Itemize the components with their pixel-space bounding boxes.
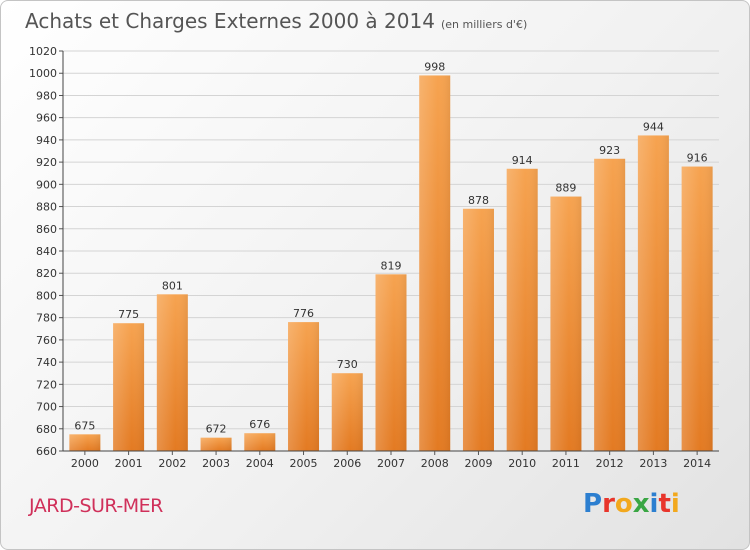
x-tick-label: 2011 — [552, 457, 580, 470]
bar-shade — [331, 373, 363, 451]
bar-shade — [244, 433, 276, 451]
x-tick-labels: 2000 2001 2002 2003 2004 2005 2006 2007 2008 2009… — [71, 457, 711, 470]
axes — [62, 51, 719, 455]
y-tick-label: 940 — [36, 134, 57, 147]
data-label: 944 — [643, 120, 664, 133]
y-tick-label: 700 — [36, 401, 57, 414]
chart-title: Achats et Charges Externes 2000 à 2014 — [25, 9, 435, 33]
x-tick-label: 2000 — [71, 457, 99, 470]
y-tick-label: 760 — [36, 334, 57, 347]
bar-shade — [113, 323, 145, 451]
bar-shade — [288, 322, 320, 451]
data-label: 672 — [206, 423, 227, 436]
bar-shade — [156, 294, 188, 451]
data-label: 889 — [555, 182, 576, 195]
bar-shade — [200, 437, 232, 451]
data-label: 730 — [337, 358, 358, 371]
x-tick-label: 2002 — [158, 457, 186, 470]
logo-letter: i — [649, 489, 659, 519]
chart-title-block: Achats et Charges Externes 2000 à 2014 (e… — [25, 9, 527, 33]
y-tick-label: 820 — [36, 267, 57, 280]
y-tick-label: 740 — [36, 356, 57, 369]
data-label: 914 — [512, 154, 533, 167]
y-tick-label: 780 — [36, 312, 57, 325]
data-label: 916 — [687, 152, 708, 165]
x-tick-label: 2013 — [639, 457, 667, 470]
y-tick-label: 720 — [36, 378, 57, 391]
x-tick-label: 2012 — [596, 457, 624, 470]
x-tick-label: 2004 — [246, 457, 274, 470]
data-label: 923 — [599, 144, 620, 157]
x-tick-label: 2003 — [202, 457, 230, 470]
y-tick-label: 860 — [36, 223, 57, 236]
logo-letter: i — [670, 489, 680, 519]
data-label: 676 — [249, 418, 270, 431]
x-tick-label: 2014 — [683, 457, 711, 470]
logo-letter: P — [583, 489, 603, 519]
data-label: 775 — [118, 308, 139, 321]
logo-letter: x — [632, 489, 650, 519]
logo-letter: o — [614, 489, 633, 519]
y-tick-label: 1020 — [29, 45, 57, 58]
x-tick-label: 2005 — [290, 457, 318, 470]
bar-shade — [637, 135, 669, 451]
y-tick-label: 980 — [36, 89, 57, 102]
data-label: 819 — [381, 259, 402, 272]
city-name: JARD-SUR-MER — [29, 495, 163, 517]
bar-shade — [594, 158, 626, 451]
bar-shade — [550, 196, 582, 451]
y-tick-label: 800 — [36, 289, 57, 302]
bars-group — [69, 75, 713, 452]
y-tick-label: 1000 — [29, 67, 57, 80]
logo-letter: t — [658, 489, 671, 519]
y-tick-label: 840 — [36, 245, 57, 258]
bar-shade — [462, 208, 494, 451]
bar-shade — [681, 166, 713, 452]
x-tick-label: 2010 — [508, 457, 536, 470]
data-label: 878 — [468, 194, 489, 207]
proxiti-logo: Proxiti — [583, 489, 680, 519]
x-tick-label: 2001 — [115, 457, 143, 470]
bar-shade — [375, 274, 407, 451]
y-tick-label: 680 — [36, 423, 57, 436]
data-label: 776 — [293, 307, 314, 320]
bar-shade — [506, 168, 538, 451]
y-tick-label: 960 — [36, 112, 57, 125]
x-tick-label: 2009 — [464, 457, 492, 470]
y-tick-labels: 660 680 700 720 740 760 780 800 820 840 860 880 900 9… — [29, 45, 57, 458]
y-tick-label: 920 — [36, 156, 57, 169]
logo-letter: r — [602, 489, 615, 519]
bar-shade — [419, 75, 451, 451]
chart-subtitle: (en milliers d'€) — [440, 18, 528, 31]
y-tick-label: 880 — [36, 201, 57, 214]
data-labels: 675 775 801 672 676 776 730 819 998 878 914 889 923 9… — [74, 60, 707, 435]
x-tick-label: 2008 — [421, 457, 449, 470]
bar-shade — [69, 434, 101, 451]
x-tick-label: 2006 — [333, 457, 361, 470]
data-label: 801 — [162, 279, 183, 292]
data-label: 675 — [74, 419, 95, 432]
x-tick-label: 2007 — [377, 457, 405, 470]
data-label: 998 — [424, 60, 445, 73]
y-tick-label: 660 — [36, 445, 57, 458]
y-tick-label: 900 — [36, 178, 57, 191]
